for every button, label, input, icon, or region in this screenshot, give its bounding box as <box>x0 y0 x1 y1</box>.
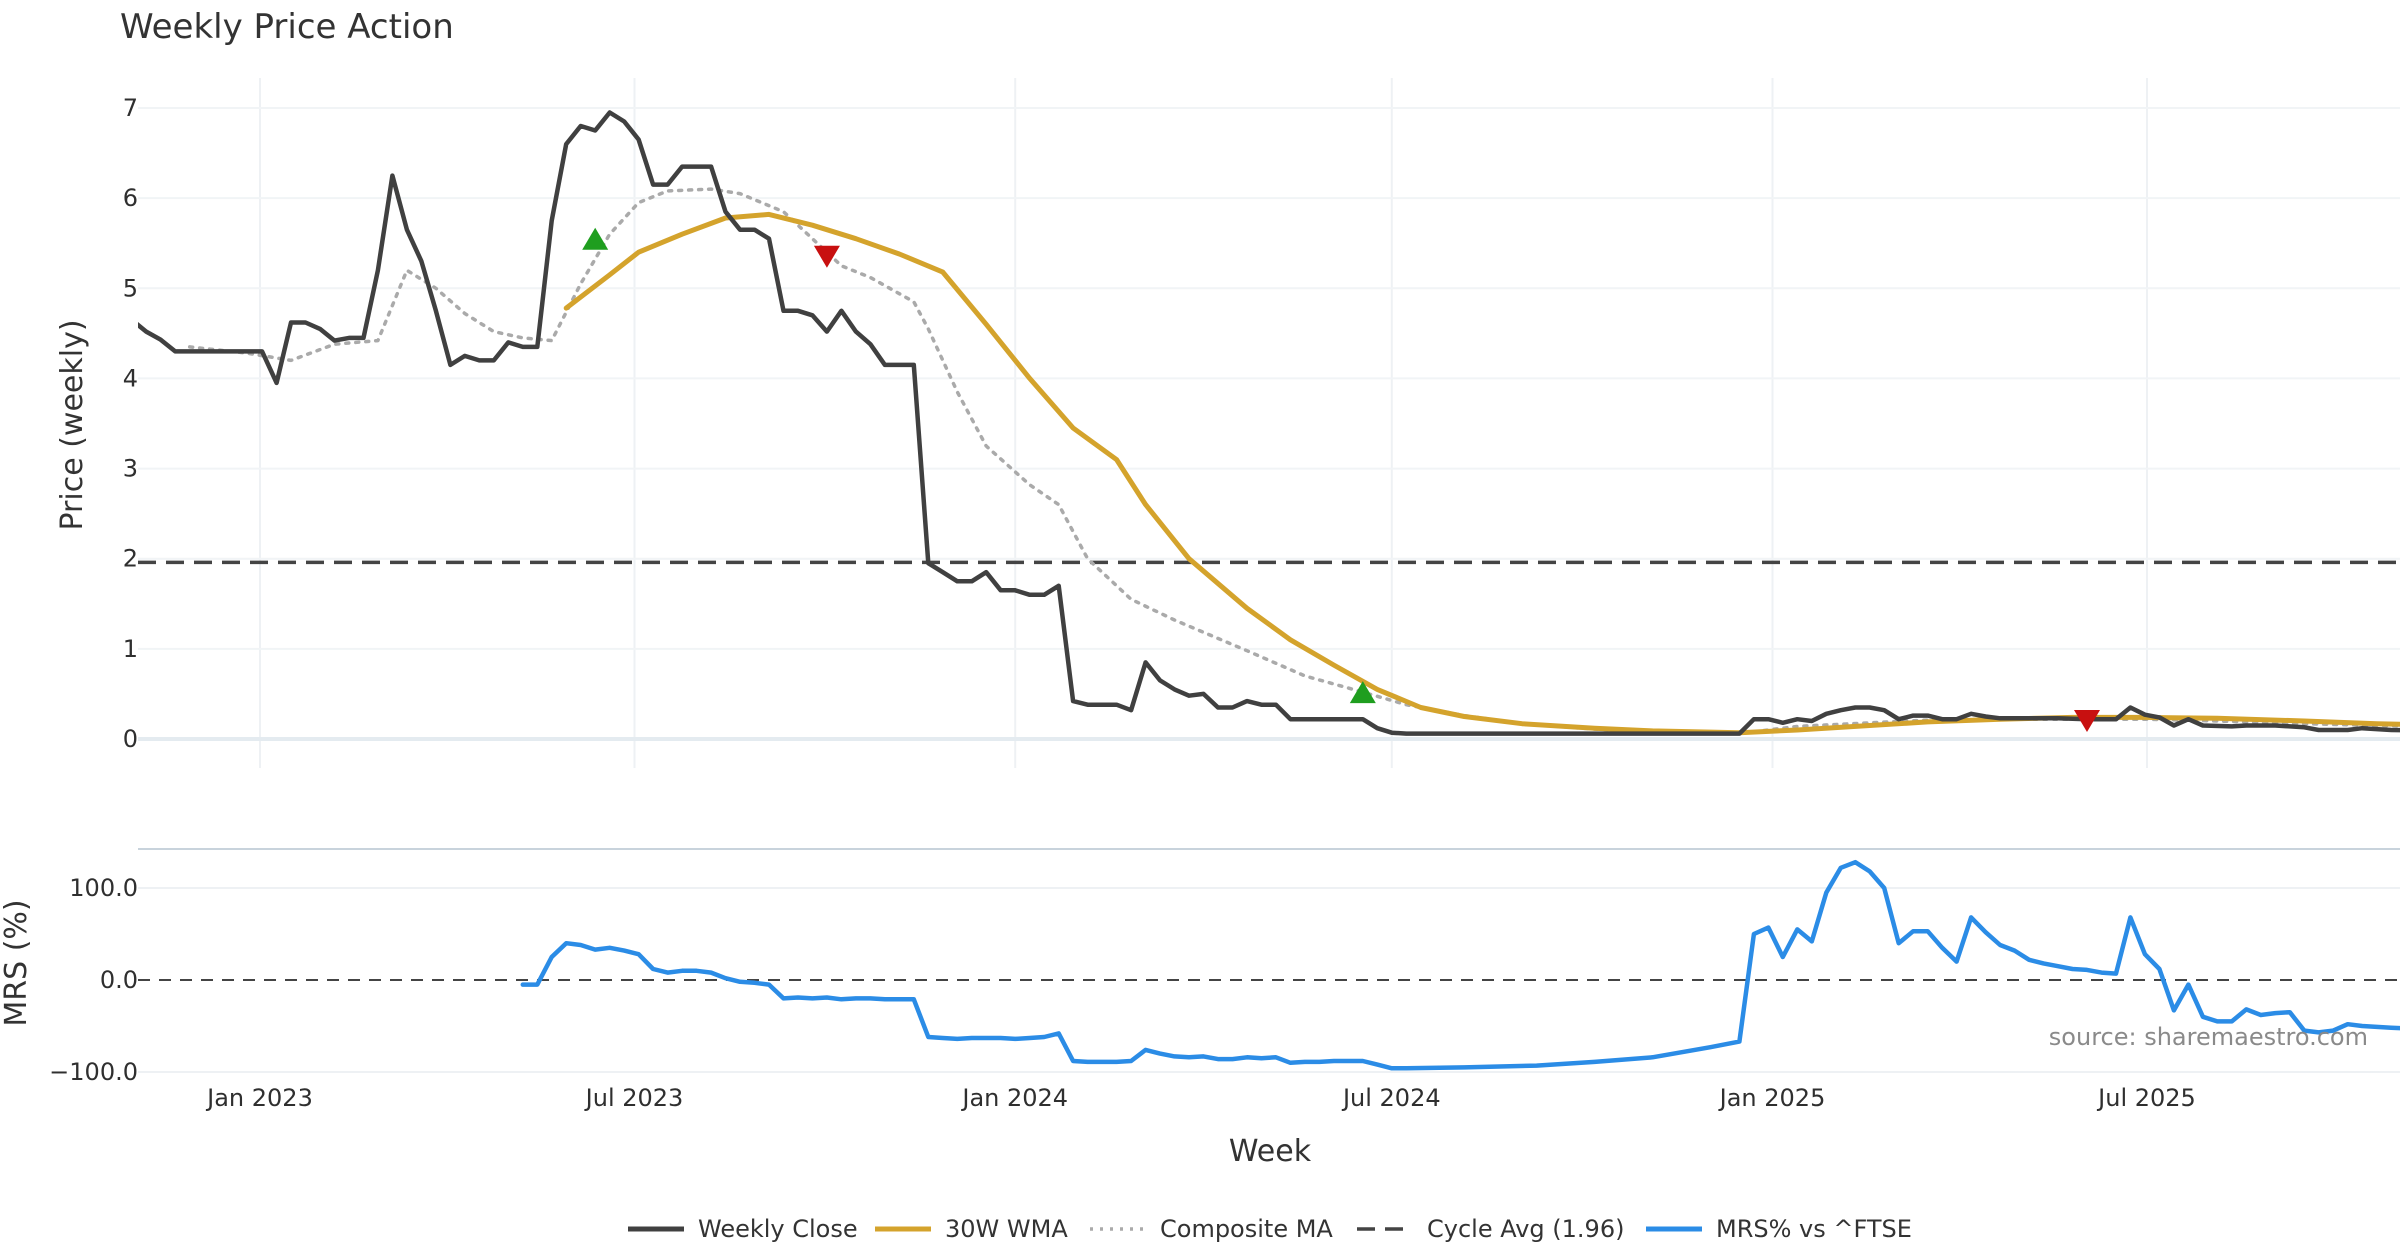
mrs-axis-title: MRS (%) <box>0 899 34 1026</box>
legend-label: 30W WMA <box>945 1215 1068 1243</box>
x-tick-label: Jan 2025 <box>1718 1084 1826 1112</box>
source-annotation: source: sharemaestro.com <box>2049 1023 2368 1051</box>
x-tick-label: Jan 2024 <box>960 1084 1068 1112</box>
price-tick-label: 1 <box>123 635 138 663</box>
mrs-line <box>520 859 2400 1071</box>
sell-signal-marker <box>2073 709 2100 732</box>
legend-item: 30W WMA <box>875 1215 1068 1243</box>
legend: Weekly Close 30W WMA Composite MA Cycle Avg… <box>628 1215 1912 1243</box>
wma-30w-line <box>563 211 2400 736</box>
price-tick-label: 0 <box>123 725 138 753</box>
legend-item: MRS% vs ^FTSE <box>1646 1215 1912 1243</box>
axis-labels: Jan 2023 Jul 2023 Jan 2024 Jul 2024 Jan 2025… <box>49 94 2196 1112</box>
grid-layer <box>138 78 2400 1073</box>
legend-label: MRS% vs ^FTSE <box>1716 1215 1912 1243</box>
price-tick-label: 3 <box>123 455 138 483</box>
price-tick-label: 6 <box>123 184 138 212</box>
x-tick-label: Jan 2023 <box>205 1084 313 1112</box>
mrs-tick-label: 0.0 <box>100 966 138 994</box>
x-tick-label: Jul 2024 <box>1341 1084 1441 1112</box>
legend-item: Weekly Close <box>628 1215 858 1243</box>
x-tick-label: Jul 2025 <box>2096 1084 2196 1112</box>
weekly-close-line <box>138 110 2400 736</box>
legend-label: Cycle Avg (1.96) <box>1427 1215 1624 1243</box>
buy-signal-marker <box>582 227 609 250</box>
legend-item: Composite MA <box>1090 1215 1333 1243</box>
chart-title: Weekly Price Action <box>120 7 454 47</box>
legend-label: Composite MA <box>1160 1215 1333 1243</box>
mrs-tick-label: 100.0 <box>69 874 138 902</box>
price-tick-label: 5 <box>123 274 138 302</box>
x-axis-title: Week <box>1229 1134 1312 1169</box>
price-tick-label: 2 <box>123 545 138 573</box>
sell-signal-marker <box>813 245 840 268</box>
buy-signal-marker <box>1349 681 1376 704</box>
x-tick-label: Jul 2023 <box>584 1084 684 1112</box>
price-axis-title: Price (weekly) <box>55 319 90 530</box>
composite-ma-line <box>187 187 2400 736</box>
legend-label: Weekly Close <box>698 1215 858 1243</box>
reference-lines <box>138 560 2400 981</box>
mrs-tick-label: −100.0 <box>49 1058 138 1086</box>
signal-markers <box>582 227 2100 732</box>
price-tick-label: 7 <box>123 94 138 122</box>
price-tick-label: 4 <box>123 364 138 392</box>
series-layer <box>138 110 2400 1071</box>
legend-item: Cycle Avg (1.96) <box>1357 1215 1624 1243</box>
